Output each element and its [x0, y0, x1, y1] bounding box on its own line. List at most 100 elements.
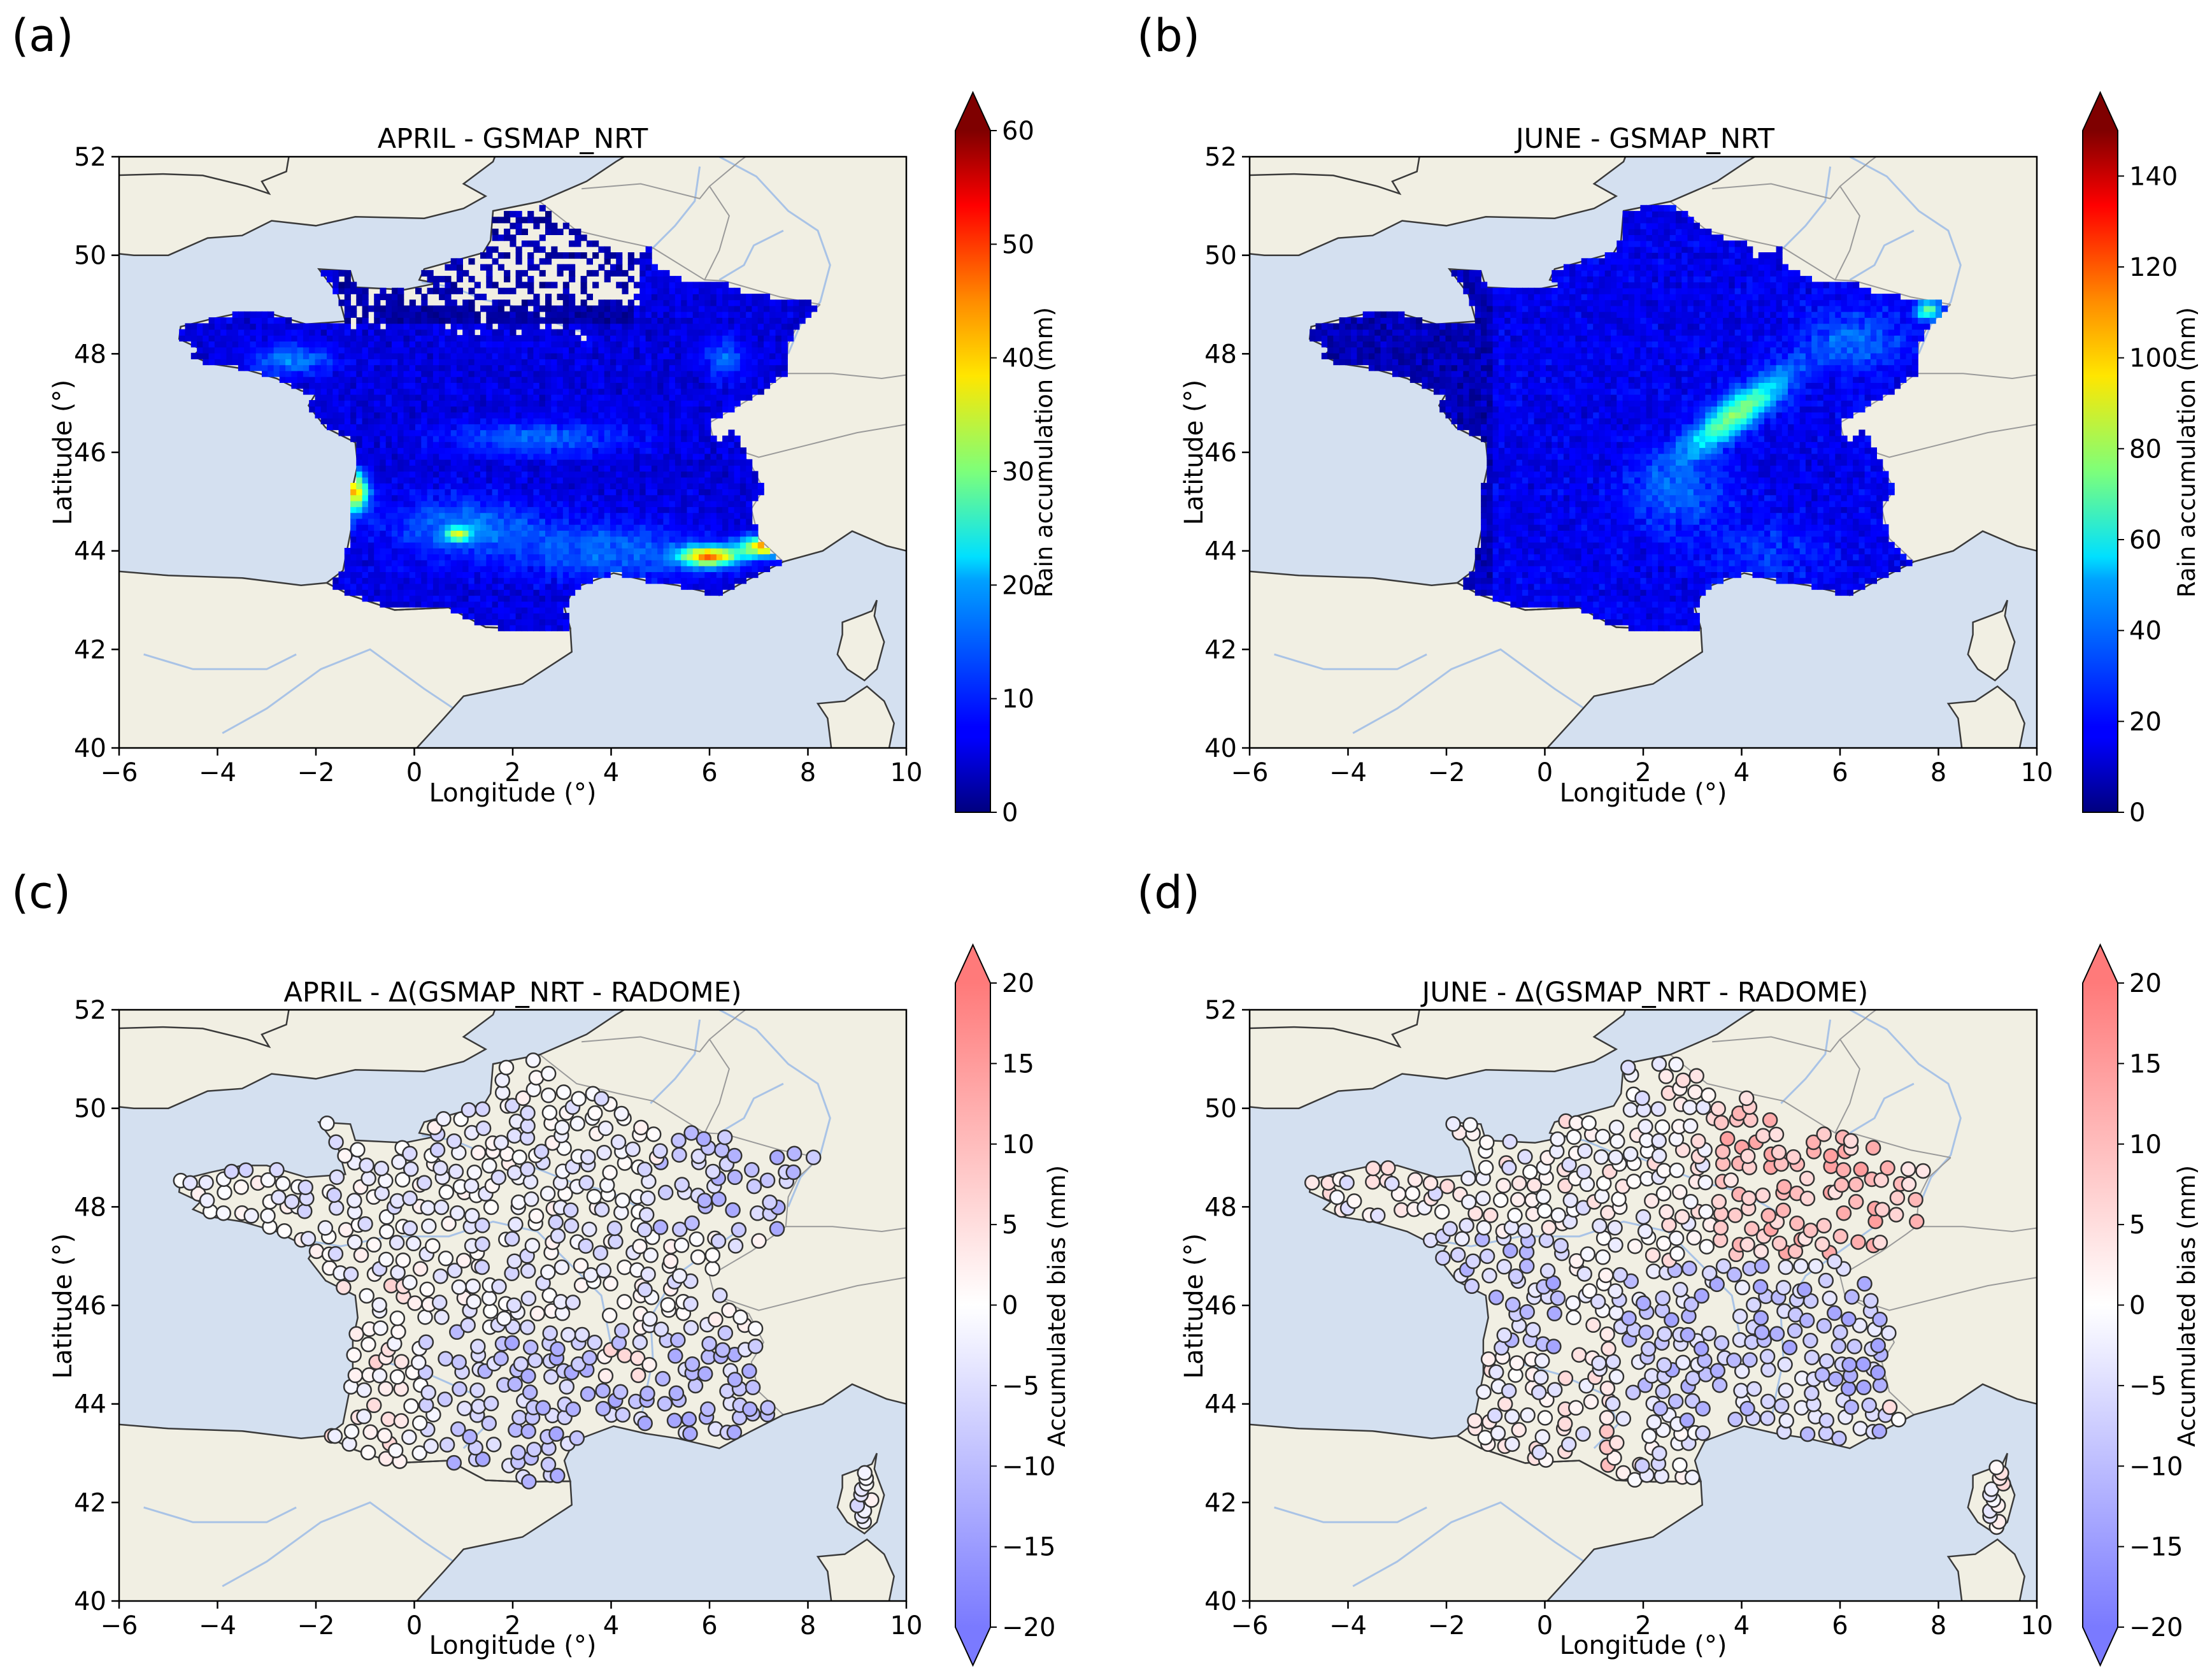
- rain-cell: [657, 417, 664, 424]
- rain-cell: [539, 536, 546, 543]
- rain-cell: [421, 512, 428, 519]
- rain-cell: [474, 359, 481, 366]
- rain-cell: [510, 453, 517, 460]
- rain-cell: [1835, 565, 1842, 572]
- rain-cell: [610, 477, 617, 484]
- rain-cell: [527, 417, 534, 424]
- rain-cell: [197, 341, 204, 348]
- rain-cell: [1628, 571, 1635, 578]
- rain-cell: [539, 524, 546, 531]
- rain-cell: [610, 453, 617, 460]
- rain-cell: [367, 424, 375, 431]
- rain-cell: [1652, 571, 1659, 578]
- rain-cell: [226, 352, 233, 359]
- rain-cell: [226, 359, 233, 366]
- rain-cell: [380, 406, 387, 413]
- rain-cell: [492, 305, 499, 312]
- rain-cell: [663, 388, 670, 395]
- rain-cell: [610, 559, 617, 566]
- rain-cell: [374, 294, 381, 301]
- rain-cell: [403, 500, 410, 507]
- colorbar-tick-label: 30: [1002, 457, 1034, 487]
- rain-cell: [320, 364, 327, 371]
- rain-cell: [622, 442, 629, 449]
- rain-cell: [397, 429, 404, 436]
- rain-cell: [746, 359, 753, 366]
- rain-cell: [315, 400, 322, 407]
- rain-cell: [657, 282, 664, 289]
- rain-cell: [739, 571, 746, 578]
- rain-cell: [687, 571, 694, 578]
- rain-cell: [634, 548, 641, 555]
- rain-cell: [486, 382, 493, 389]
- rain-cell: [545, 613, 552, 620]
- rain-cell: [439, 406, 446, 413]
- rain-cell: [445, 571, 452, 578]
- rain-cell: [598, 459, 605, 466]
- rain-cell: [764, 382, 771, 389]
- rain-cell: [728, 370, 735, 377]
- rain-cell: [746, 536, 753, 543]
- rain-cell: [551, 459, 558, 466]
- rain-cell: [403, 429, 410, 436]
- rain-cell: [674, 287, 681, 294]
- rain-cell: [562, 282, 569, 289]
- rain-cell: [645, 370, 652, 377]
- rain-cell: [462, 482, 469, 489]
- rain-cell: [1611, 613, 1618, 620]
- rain-cell: [486, 370, 493, 377]
- rain-cell: [704, 583, 711, 590]
- rain-cell: [545, 601, 552, 608]
- rain-cell: [551, 394, 558, 401]
- rain-cell: [415, 577, 422, 584]
- rain-cell: [639, 329, 646, 336]
- rain-cell: [728, 465, 735, 472]
- rain-cell: [374, 412, 381, 419]
- rain-cell: [1681, 571, 1688, 578]
- rain-cell: [356, 459, 363, 466]
- rain-cell: [510, 364, 517, 371]
- rain-cell: [681, 453, 688, 460]
- rain-cell: [716, 471, 723, 478]
- rain-cell: [1859, 542, 1866, 549]
- rain-cell: [421, 595, 428, 602]
- rain-cell: [468, 364, 475, 371]
- rain-cell: [486, 453, 493, 460]
- rain-cell: [1646, 571, 1653, 578]
- rain-cell: [468, 583, 475, 590]
- rain-cell: [439, 329, 446, 336]
- rain-cell: [551, 305, 558, 312]
- rain-cell: [374, 548, 381, 555]
- rain-cell: [692, 482, 699, 489]
- rain-cell: [545, 359, 552, 366]
- rain-cell: [350, 429, 357, 436]
- rain-cell: [468, 341, 475, 348]
- rain-cell: [486, 447, 493, 454]
- rain-cell: [527, 601, 534, 608]
- rain-cell: [710, 287, 717, 294]
- rain-cell: [586, 311, 593, 318]
- rain-cell: [674, 465, 681, 472]
- rain-cell: [291, 359, 298, 366]
- river: [1274, 653, 1427, 670]
- rain-cell: [533, 417, 540, 424]
- rain-cell: [592, 400, 599, 407]
- rain-cell: [480, 406, 487, 413]
- rain-cell: [592, 471, 599, 478]
- rain-cell: [468, 305, 475, 312]
- rain-cell: [616, 536, 623, 543]
- rain-cell: [1593, 554, 1600, 561]
- rain-cell: [616, 382, 623, 389]
- rain-cell: [1794, 577, 1801, 584]
- rain-cell: [1581, 595, 1588, 602]
- rain-cell: [545, 417, 552, 424]
- rain-cell: [1646, 548, 1653, 555]
- rain-cell: [380, 459, 387, 466]
- rain-cell: [350, 329, 357, 336]
- rain-cell: [504, 435, 511, 442]
- rain-cell: [445, 400, 452, 407]
- rain-cell: [344, 406, 351, 413]
- rain-cell: [622, 447, 629, 454]
- rain-cell: [415, 287, 422, 294]
- rain-cell: [450, 417, 457, 424]
